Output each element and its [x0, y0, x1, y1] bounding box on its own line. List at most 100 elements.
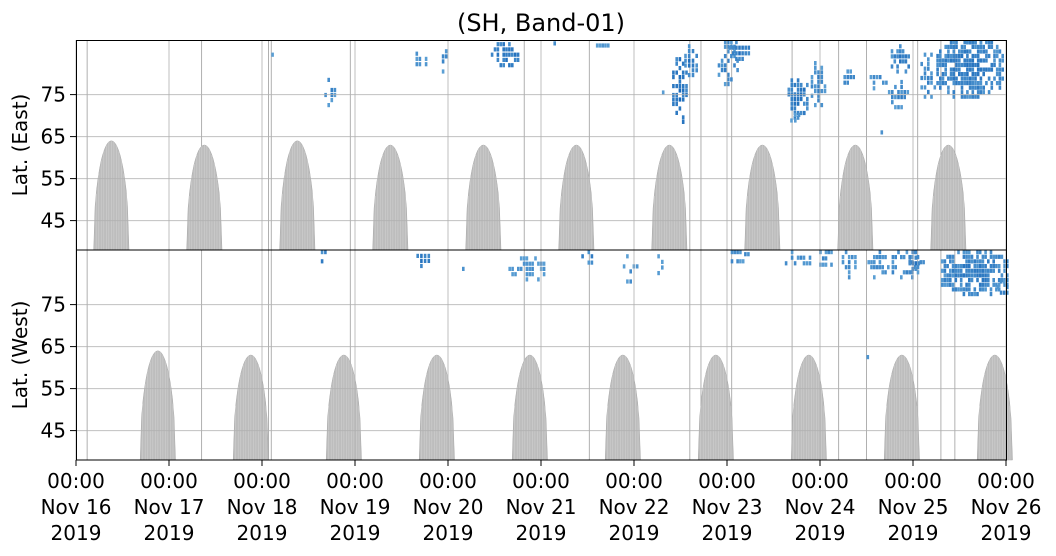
echo-cell — [622, 264, 626, 269]
echo-cell — [587, 250, 591, 255]
echo-cell — [971, 72, 975, 77]
echo-cell — [957, 264, 960, 269]
echo-cell — [971, 76, 975, 81]
x-tick-label: 2019 — [423, 521, 474, 545]
echo-cell — [995, 49, 999, 54]
echo-cell — [990, 44, 994, 49]
echo-cell — [960, 94, 964, 99]
echo-cell — [814, 84, 817, 89]
echo-cell — [911, 255, 914, 260]
echo-cell — [989, 250, 993, 255]
echo-cell — [987, 67, 991, 72]
echo-cell — [957, 273, 960, 278]
echo-cell — [732, 51, 735, 56]
echo-cell — [508, 52, 511, 57]
echo-cell — [821, 262, 825, 267]
echo-cell — [1006, 285, 1009, 290]
echo-cell — [531, 272, 534, 277]
echo-cell — [793, 82, 797, 88]
x-tick-label: 2019 — [795, 521, 846, 545]
echo-cell — [927, 75, 930, 81]
echo-cell — [844, 265, 848, 270]
echo-cell — [916, 270, 920, 275]
echo-cell — [973, 292, 977, 297]
echo-cell — [587, 260, 591, 265]
echo-cell — [944, 67, 947, 72]
echo-cell — [973, 264, 977, 269]
echo-cell — [525, 256, 529, 261]
echo-cell — [878, 265, 882, 270]
echo-cell — [955, 44, 958, 49]
echo-cell — [727, 49, 730, 54]
echo-cell — [824, 256, 828, 261]
echo-cell — [525, 277, 529, 282]
echo-cell — [992, 264, 995, 269]
echo-cell — [847, 270, 851, 275]
echo-cell — [968, 250, 971, 255]
echo-cell — [963, 44, 966, 49]
echo-cell — [629, 279, 632, 284]
echo-cell — [803, 101, 806, 106]
echo-cell — [984, 282, 987, 287]
echo-cell — [685, 88, 688, 93]
echo-cell — [884, 270, 887, 275]
x-tick-label: 00:00 — [419, 469, 477, 493]
echo-cell — [790, 101, 794, 106]
echo-cell — [891, 270, 895, 275]
echo-cell — [793, 261, 797, 266]
echo-cell — [735, 45, 738, 50]
echo-cell — [1006, 259, 1009, 264]
echo-cell — [847, 255, 851, 260]
echo-cell — [982, 85, 985, 90]
echo-cell — [847, 265, 851, 270]
echo-cell — [496, 47, 500, 52]
echo-cell — [998, 49, 1002, 54]
echo-cell — [799, 255, 803, 260]
echo-cell — [894, 84, 897, 90]
echo-cell — [978, 264, 982, 269]
x-tick-label: 00:00 — [884, 469, 942, 493]
echo-cell — [900, 95, 903, 100]
echo-cell — [960, 76, 964, 81]
echo-cell — [958, 72, 961, 77]
echo-cell — [904, 54, 908, 59]
echo-cell — [992, 254, 995, 259]
echo-cell — [629, 269, 632, 274]
echo-cell — [987, 44, 991, 49]
echo-cell — [952, 72, 956, 77]
echo-cell — [976, 268, 979, 273]
echo-cell — [893, 54, 897, 59]
echo-cell — [995, 287, 998, 292]
echo-cell — [936, 81, 939, 86]
echo-cell — [966, 62, 969, 68]
echo-cell — [727, 40, 730, 45]
echo-cell — [968, 40, 972, 45]
chart-title: (SH, Band-01) — [457, 9, 625, 37]
echo-cell — [905, 270, 909, 275]
echo-cell — [830, 262, 833, 267]
echo-cell — [998, 81, 1002, 86]
echo-cell — [999, 290, 1003, 295]
echo-cell — [908, 261, 912, 266]
echo-cell — [695, 63, 698, 68]
echo-cell — [810, 93, 814, 98]
echo-cell — [427, 258, 431, 263]
echo-cell — [531, 266, 534, 271]
echo-cell — [891, 260, 895, 265]
echo-cell — [738, 56, 741, 61]
echo-cell — [985, 53, 988, 59]
echo-cell — [908, 255, 912, 260]
echo-cell — [952, 76, 956, 81]
echo-cell — [730, 40, 733, 45]
echo-cell — [962, 292, 966, 297]
x-tick-label: 00:00 — [326, 469, 384, 493]
echo-cell — [511, 47, 514, 52]
echo-cell — [933, 85, 937, 90]
echo-cell — [968, 85, 972, 90]
echo-cell — [939, 58, 942, 63]
echo-cell — [496, 57, 500, 62]
echo-cell — [987, 273, 990, 278]
echo-cell — [607, 43, 610, 48]
echo-cell — [793, 115, 797, 120]
